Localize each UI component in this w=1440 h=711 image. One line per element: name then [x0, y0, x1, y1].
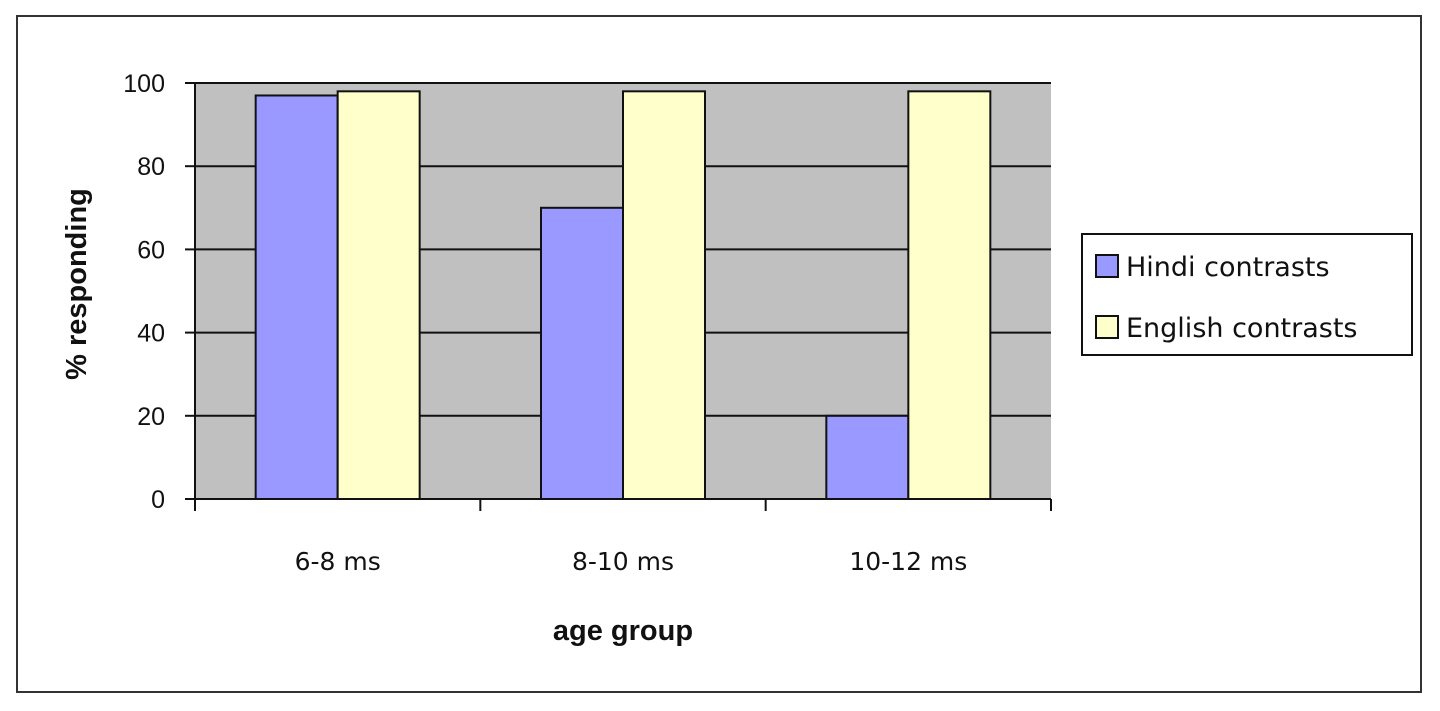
x-tick-labels: 6-8 ms 8-10 ms 10-12 ms [295, 547, 968, 576]
bar-hindi-1 [254, 94, 339, 500]
y-tick-label: 40 [137, 320, 165, 348]
legend-label: English contrasts [1126, 313, 1358, 344]
legend: Hindi contrasts English contrasts [1081, 233, 1413, 356]
bar-hindi-2 [540, 206, 624, 501]
y-tick-label: 60 [137, 236, 165, 264]
axes [185, 82, 1052, 511]
legend-swatch [1095, 254, 1119, 278]
bars [254, 90, 992, 501]
y-tick-label: 20 [137, 403, 165, 431]
x-tick-label: 6-8 ms [295, 547, 381, 576]
y-tick-labels: 0 20 40 60 80 100 [123, 70, 165, 514]
bar-hindi-3 [825, 414, 910, 500]
legend-box [1081, 233, 1413, 356]
bar-english-1 [336, 90, 421, 500]
y-tick-label: 80 [137, 153, 165, 181]
y-tick-label: 100 [123, 70, 165, 98]
legend-label: Hindi contrasts [1126, 252, 1330, 283]
y-tick-label: 0 [151, 486, 165, 514]
y-axis-title: % responding [61, 188, 93, 380]
bar-english-3 [907, 90, 992, 500]
legend-swatch [1095, 315, 1119, 339]
x-tick-label: 8-10 ms [572, 547, 674, 576]
x-axis-title: age group [553, 615, 693, 647]
bar-english-2 [622, 90, 706, 500]
x-tick-label: 10-12 ms [849, 547, 967, 576]
